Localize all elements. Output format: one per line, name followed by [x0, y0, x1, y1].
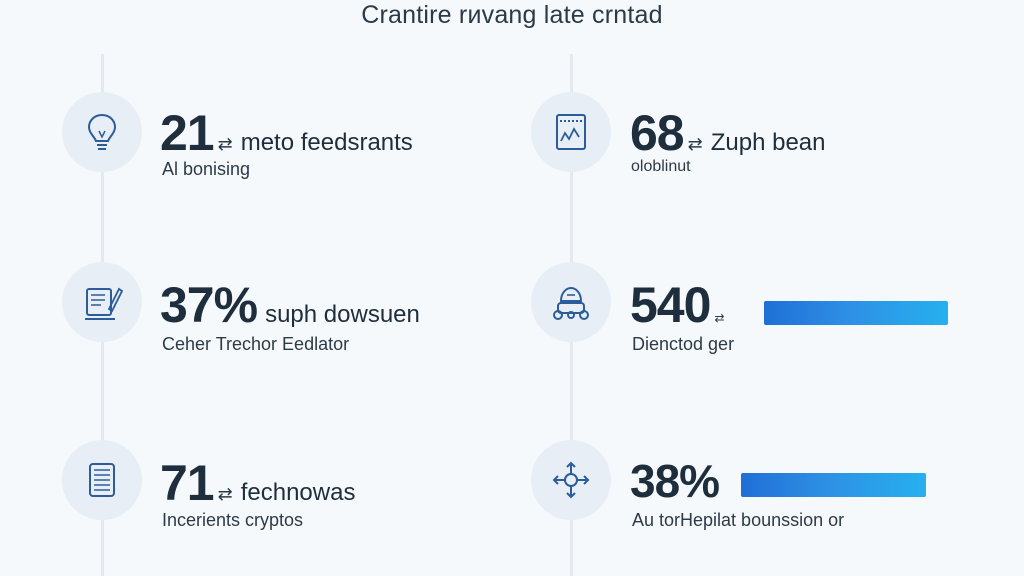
stat-headline: 37% suph dowsuen	[160, 276, 420, 334]
stat-subtitle: Incerients cryptos	[162, 510, 304, 530]
document-pen-icon	[85, 287, 124, 320]
stat-subtitle: Au torHepilat bounssion or	[632, 510, 845, 530]
stat-headline: 540 ⇄	[630, 276, 725, 334]
stat-subtitle: Al bonising	[162, 159, 251, 179]
stat-tail: suph dowsuen	[265, 301, 420, 328]
stat-headline: 71 ⇄ fechnowas	[160, 454, 355, 512]
stat-icon-circle	[531, 440, 611, 520]
stat-icon-circle	[62, 440, 142, 520]
stat-value: 21	[160, 105, 215, 161]
stat-value: 37%	[160, 277, 258, 333]
stat-icon-circle	[62, 92, 142, 172]
progress-bar	[764, 301, 948, 325]
chart-board-icon	[556, 114, 586, 150]
robot-icon	[553, 286, 589, 320]
arrow-icon: ⇄	[217, 484, 233, 504]
document-list-icon	[89, 463, 115, 497]
stat-headline: 21 ⇄ meto feedsrants	[160, 104, 413, 162]
stat-subtitle: Dienctod ger	[632, 334, 735, 354]
stat-value: 38%	[630, 455, 720, 507]
arrow-icon: ⇄	[687, 134, 703, 154]
stat-subtitle: oloblinut	[631, 158, 691, 175]
stat-icon-circle	[531, 262, 611, 342]
stat-subtitle: Ceher Trechor Eedlator	[162, 334, 350, 354]
stat-value: 71	[160, 455, 215, 511]
arrow-icon: ⇄	[714, 311, 725, 325]
stat-value: 540	[630, 277, 711, 333]
stat-value: 68	[630, 105, 685, 161]
progress-bar	[741, 473, 926, 497]
arrow-icon: ⇄	[217, 134, 233, 154]
stat-tail: meto feedsrants	[240, 129, 413, 156]
stat-icon-circle	[531, 92, 611, 172]
page-title: Crantire rиvang late crntad	[361, 1, 663, 29]
network-node-icon	[552, 461, 590, 499]
lightbulb-icon	[87, 113, 117, 150]
stat-tail: fechnowas	[240, 479, 356, 506]
stat-icon-circle	[62, 262, 142, 342]
stat-tail: Zuph bean	[710, 129, 826, 156]
stat-headline: 68 ⇄ Zuph bean	[630, 104, 825, 162]
stat-headline: 38%	[630, 454, 720, 508]
